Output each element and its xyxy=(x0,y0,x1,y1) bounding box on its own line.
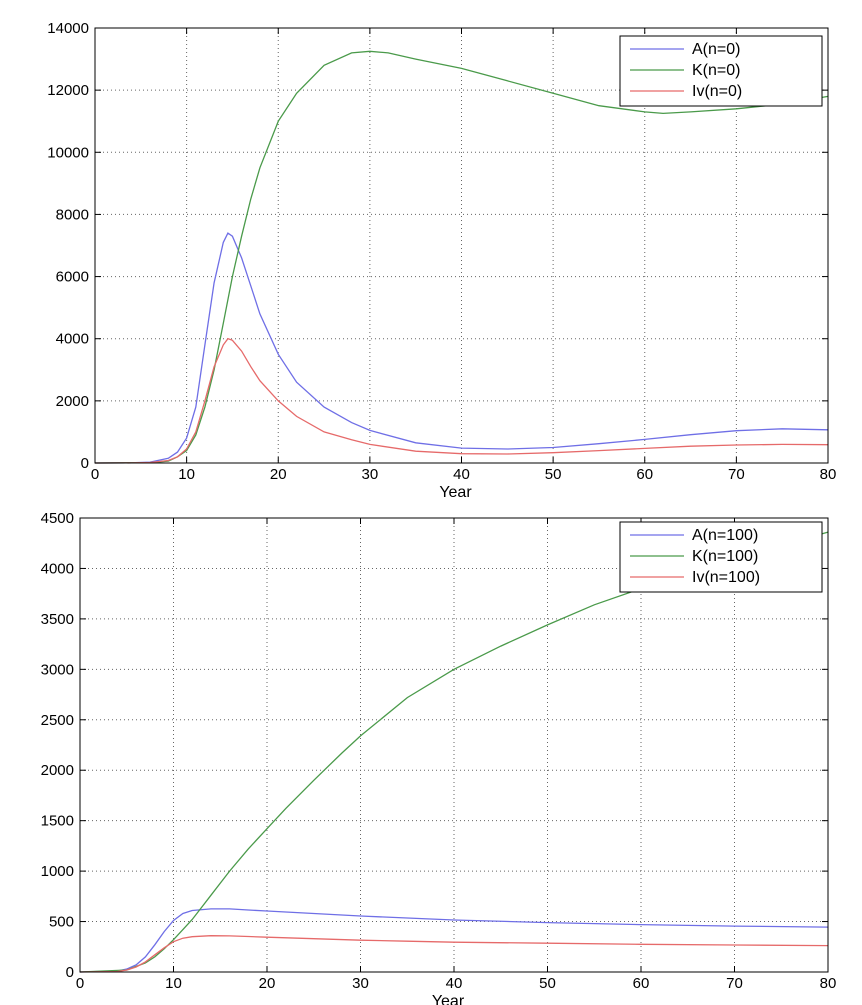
y-tick-label: 1500 xyxy=(41,813,74,830)
series-line-Iv xyxy=(94,337,829,464)
legend-box xyxy=(619,521,823,593)
y-tick-label: 8000 xyxy=(56,206,89,223)
x-tick-label: 0 xyxy=(91,466,99,483)
x-tick-label: 30 xyxy=(352,975,369,992)
y-tick-label: 2000 xyxy=(56,393,89,410)
legend: A(n=100) K(n=100) Iv(n=100) xyxy=(619,521,823,593)
legend-label-A: A(n=0) xyxy=(692,41,740,58)
y-tick-label: 2500 xyxy=(41,712,74,729)
x-tick-label: 60 xyxy=(636,466,653,483)
y-tick-label: 2000 xyxy=(41,762,74,779)
x-tick-label: 50 xyxy=(539,975,556,992)
chart-2: 0 10 20 30 40 50 60 70 80 0 500 1000 1500 2000 2500 300… xyxy=(41,510,837,1005)
x-tick-label: 30 xyxy=(362,466,379,483)
y-tick-label: 0 xyxy=(66,964,74,981)
x-tick-label: 20 xyxy=(259,975,276,992)
legend-label-Iv: Iv(n=100) xyxy=(692,569,760,586)
series-line-Iv xyxy=(79,935,829,973)
y-tick-label: 10000 xyxy=(47,144,89,161)
y-tick-label: 1000 xyxy=(41,863,74,880)
series-line-A xyxy=(79,908,829,973)
legend-label-Iv: Iv(n=0) xyxy=(692,83,742,100)
x-tick-label: 80 xyxy=(820,466,837,483)
legend-box xyxy=(619,35,823,107)
legend-label-K: K(n=0) xyxy=(692,62,740,79)
y-tick-label: 12000 xyxy=(47,82,89,99)
x-axis-label: Year xyxy=(432,993,465,1005)
x-tick-label: 10 xyxy=(178,466,195,483)
x-tick-label: 10 xyxy=(165,975,182,992)
x-tick-label: 40 xyxy=(453,466,470,483)
y-tick-label: 3500 xyxy=(41,611,74,628)
x-tick-label: 20 xyxy=(270,466,287,483)
chart-1: 0 10 20 30 40 50 60 70 80 0 2000 4000 6000 8000 10000 1… xyxy=(47,20,836,501)
y-tick-label: 4000 xyxy=(56,331,89,348)
y-tick-label: 4500 xyxy=(41,510,74,527)
y-tick-label: 3000 xyxy=(41,661,74,678)
x-tick-label: 60 xyxy=(633,975,650,992)
x-tick-label: 50 xyxy=(545,466,562,483)
legend-label-A: A(n=100) xyxy=(692,527,758,544)
legend-label-K: K(n=100) xyxy=(692,548,758,565)
x-tick-label: 70 xyxy=(726,975,743,992)
y-tick-label: 6000 xyxy=(56,269,89,286)
x-tick-label: 80 xyxy=(820,975,837,992)
y-tick-label: 4000 xyxy=(41,560,74,577)
y-tick-label: 0 xyxy=(81,455,89,472)
y-tick-label: 14000 xyxy=(47,20,89,37)
series-line-K xyxy=(94,50,829,464)
x-tick-label: 70 xyxy=(728,466,745,483)
x-axis-label: Year xyxy=(439,484,472,501)
series-line-A xyxy=(94,232,829,464)
x-tick-label: 0 xyxy=(76,975,84,992)
y-tick-label: 500 xyxy=(49,914,74,931)
legend: A(n=0) K(n=0) Iv(n=0) xyxy=(619,35,823,107)
x-tick-label: 40 xyxy=(446,975,463,992)
